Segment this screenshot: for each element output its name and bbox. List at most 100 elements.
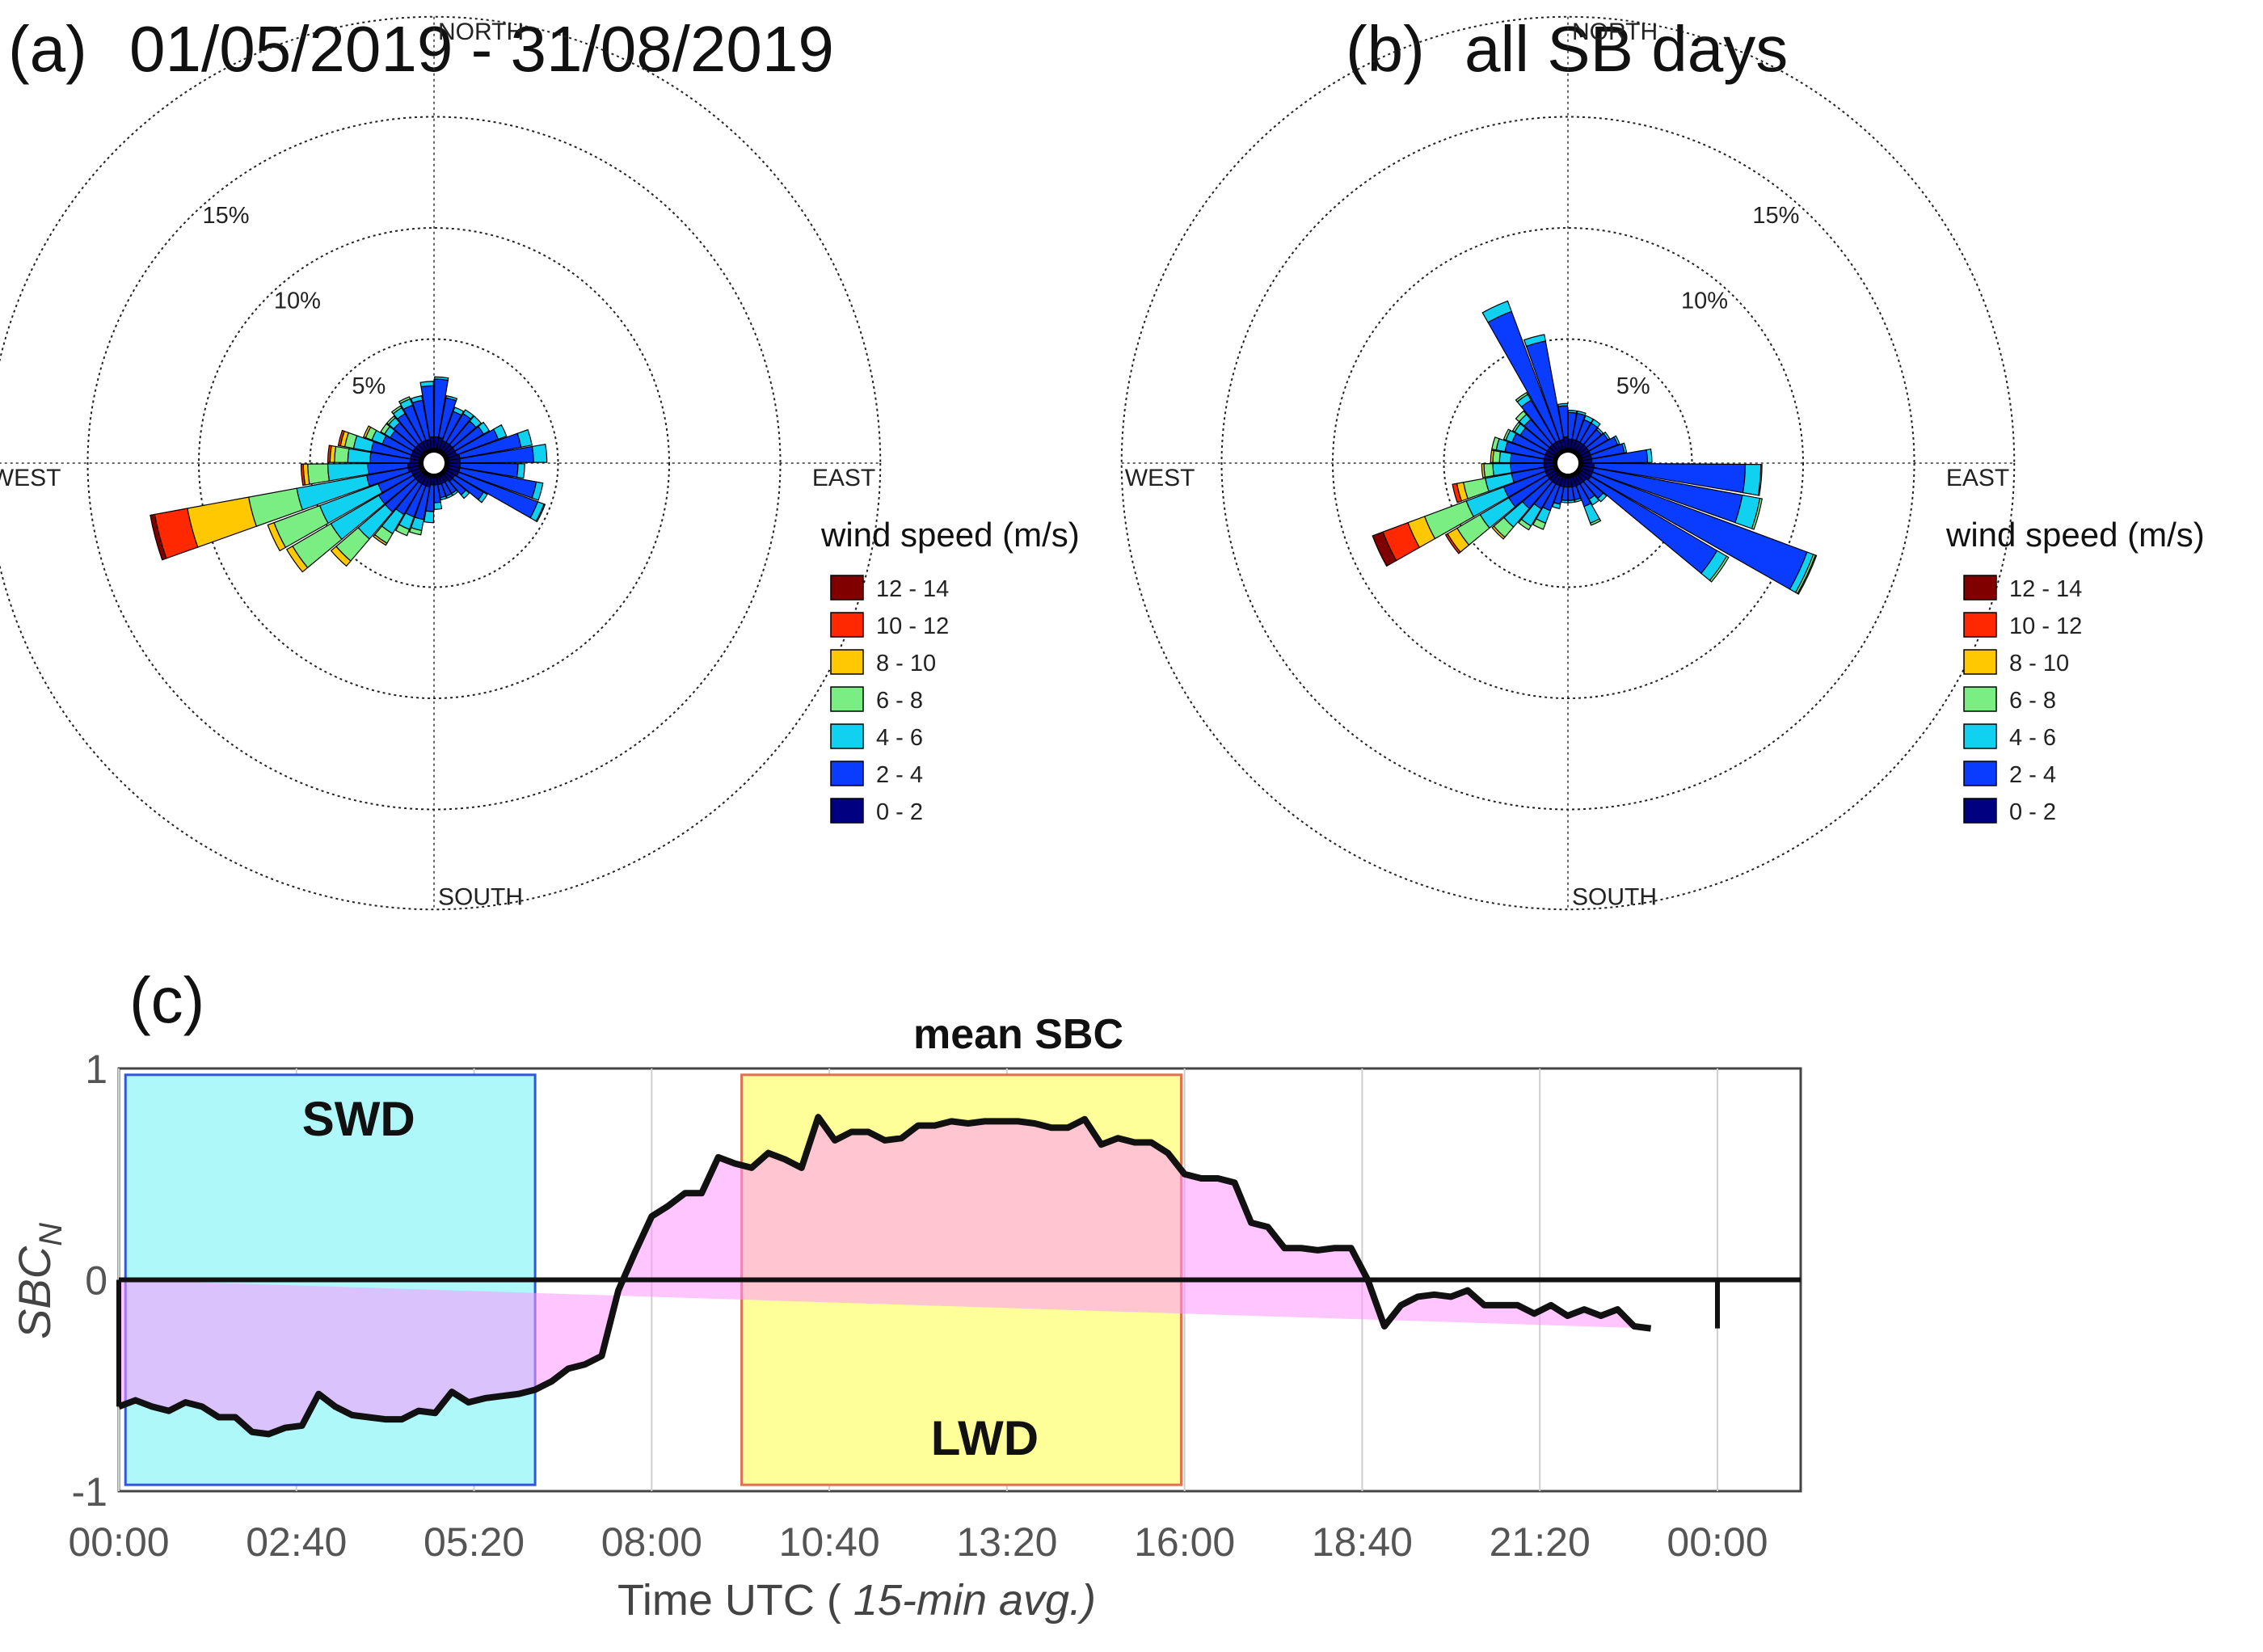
panel-a-label: (a) [8, 13, 87, 85]
rose-b-sector-355-bin-2 [1557, 402, 1569, 407]
rose-b-sector-35-bin-2 [1591, 419, 1601, 428]
rose-a-ring-label-10: 10% [274, 289, 321, 314]
rose-b-outer-circle [1120, 15, 2016, 911]
rose-b-legend-swatch-6 [1963, 798, 1997, 824]
rose-a-sector-325-bin-3 [390, 405, 402, 415]
panel-a-title: 01/05/2019 - 31/08/2019 [129, 13, 834, 85]
rose-a-ring-label-15: 15% [203, 203, 250, 229]
rose-a-sector-155-bin-2 [445, 493, 453, 499]
windrose-b-plot: NORTH EAST SOUTH WEST 5% 10% 15% [1120, 15, 2016, 911]
rose-a-sector-165-bin-2 [440, 495, 448, 501]
rose-b-sector-225-bin-4 [1491, 525, 1506, 540]
rose-b-sector-5-bin-2 [1567, 409, 1578, 414]
rose-b-sector-85-bin-2 [1646, 448, 1653, 463]
y-tick-label-1: 0 [85, 1258, 107, 1304]
rose-b-legend-label-5: 2 - 4 [2009, 762, 2056, 788]
rose-a-legend-swatch-3 [830, 686, 864, 712]
timeseries-plot: SWD LWD 00:00 02:40 05:20 08:00 10:40 13:20 16:0… [68, 1047, 1802, 1565]
rose-b-sector-55-bin-2 [1603, 431, 1611, 440]
region-label-swd: SWD [302, 1092, 415, 1146]
rose-b-dir-label-south: SOUTH [1572, 883, 1657, 910]
x-axis-label: Time UTC ( 15-min avg.) [617, 1576, 1096, 1625]
rose-b-dir-label-north: NORTH [1572, 19, 1658, 45]
rose-b-sector-65-bin-2 [1613, 435, 1620, 445]
rose-b-sector-305-bin-3 [1511, 421, 1521, 433]
rose-b-sector-265-bin-3 [1483, 463, 1494, 478]
x-tick-label-5: 13:20 [956, 1519, 1057, 1565]
rose-a-sector-45-bin-2 [469, 415, 483, 428]
rose-b-sector-325-bin-3 [1515, 391, 1528, 402]
rose-a-legend-swatch-6 [830, 798, 864, 824]
rose-a-sector-65-bin-2 [492, 424, 508, 440]
rose-b-sector-295-bin-3 [1502, 428, 1511, 441]
rose-b-legend-label-1: 10 - 12 [2009, 613, 2082, 639]
rose-a-legend-swatch-5 [830, 761, 864, 786]
legend-b-title: wind speed (m/s) [1945, 516, 2205, 554]
rose-a-dir-label-east: EAST [812, 465, 875, 491]
rose-b-sector-215-bin-3 [1518, 518, 1532, 531]
rose-b-legend-label-0: 12 - 14 [2009, 576, 2082, 602]
rose-a-legend-label-6: 0 - 2 [876, 799, 923, 825]
rose-a-dir-label-north: NORTH [438, 19, 524, 45]
rose-a-sector-335-bin-3 [398, 396, 411, 405]
rose-b-calm-circle [1553, 448, 1583, 478]
rose-b-sector-105-bin-3 [1751, 497, 1763, 530]
timeseries-panel-c: (c) mean SBC SWD LWD 00:00 02:40 05:20 08:00 1… [9, 964, 1802, 1625]
rose-b-legend-swatch-2 [1963, 649, 1997, 675]
rose-b-legend-label-2: 8 - 10 [2009, 651, 2069, 676]
rose-b-sector-275-bin-4 [1490, 449, 1494, 463]
rose-b-sector-25-bin-2 [1583, 415, 1594, 424]
rose-b-sector-285-bin-3 [1491, 436, 1500, 451]
windrose-panel-b: (b) all SB days NORTH EAST SOUTH WEST 5% 10% 1… [1120, 13, 2205, 911]
rose-b-sector-115-bin-4 [1797, 554, 1818, 595]
rose-b-sector-185-bin-2 [1561, 499, 1569, 504]
rose-a-calm-circle [419, 448, 449, 478]
rose-b-sector-75-bin-2 [1621, 442, 1628, 453]
rose-a-sector-265-bin-3 [307, 463, 331, 485]
rose-b-sector-345-bin-2 [1523, 334, 1546, 348]
rose-b-legend-swatch-5 [1963, 761, 1997, 786]
rose-a-sector-115-bin-3 [535, 503, 546, 523]
rose-b-sector-275-bin-2 [1498, 451, 1512, 464]
rose-a-sector-245-bin-4 [267, 521, 287, 552]
rose-a-legend-swatch-1 [830, 612, 864, 638]
rose-a-sector-275-bin-5 [327, 445, 332, 463]
legend-b: 12 - 14 10 - 12 8 - 10 6 - 8 4 - 6 2 - 4 0 - 2 [1963, 575, 2082, 825]
rose-a-sector-255-bin-6 [150, 513, 167, 561]
region-label-lwd: LWD [931, 1411, 1039, 1465]
rose-b-sector-165-bin-2 [1574, 497, 1582, 503]
rose-a-sector-215-bin-4 [373, 533, 388, 546]
panel-c-title: mean SBC [913, 1011, 1123, 1058]
rose-b-ring-15 [1220, 116, 1915, 811]
rose-a-sector-355-bin-2 [419, 381, 434, 388]
rose-a-legend-swatch-2 [830, 649, 864, 675]
rose-a-outer-circle [0, 15, 882, 911]
x-tick-label-1: 02:40 [246, 1519, 347, 1565]
rose-a-legend-label-4: 4 - 6 [876, 725, 923, 751]
rose-a-sector-185-bin-2 [424, 510, 435, 524]
legend-a-title: wind speed (m/s) [820, 516, 1080, 554]
sbc-line [117, 1114, 1652, 1438]
rose-b-sector-195-bin-2 [1552, 501, 1561, 510]
rose-b-sector-125-bin-3 [1709, 555, 1730, 583]
x-tick-label-7: 18:40 [1312, 1519, 1413, 1565]
rose-a-legend-label-2: 8 - 10 [876, 651, 936, 676]
panel-b-title: all SB days [1464, 13, 1788, 85]
rose-a-legend-label-3: 6 - 8 [876, 688, 923, 714]
windrose-panel-a: (a) 01/05/2019 - 31/08/2019 NORTH EAST SOU… [0, 13, 1080, 910]
x-tick-label-4: 10:40 [779, 1519, 880, 1565]
rose-b-ring-label-5: 5% [1616, 373, 1650, 399]
rose-b-legend-label-6: 0 - 2 [2009, 799, 2056, 825]
rose-a-sector-295-bin-4 [363, 425, 372, 439]
rose-a-sector-235-bin-4 [285, 545, 309, 573]
rose-a-sector-25-bin-2 [453, 407, 465, 416]
rose-b-sector-95-bin-2 [1742, 463, 1762, 496]
rose-a-ring-15 [86, 116, 782, 811]
rose-a-sector-265-bin-5 [300, 463, 306, 487]
rose-a-sector-255-bin-4 [187, 496, 258, 548]
rose-b-sector-265-bin-4 [1481, 463, 1486, 478]
rose-b-legend-swatch-3 [1963, 686, 1997, 712]
rose-b-sector-315-bin-3 [1515, 410, 1528, 423]
rose-b-sector-95-bin-3 [1757, 464, 1763, 496]
